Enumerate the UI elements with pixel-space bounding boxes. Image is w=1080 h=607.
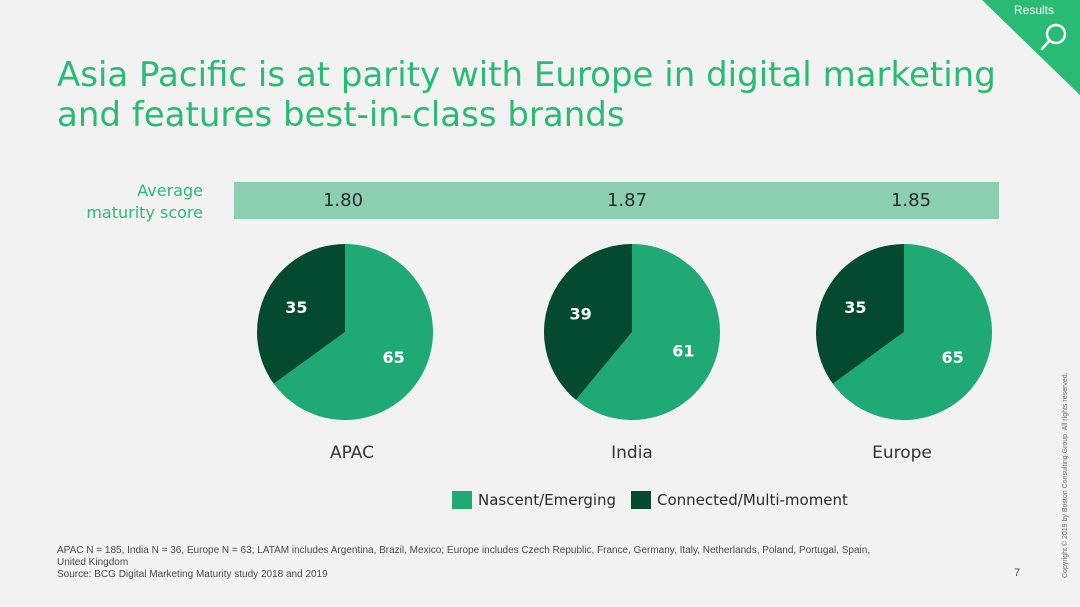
page-title: Asia Pacific is at parity with Europe in… bbox=[57, 55, 1037, 135]
footnote-line-2: United Kingdom bbox=[57, 557, 129, 568]
page-title-line-2: and features best-in-class brands bbox=[57, 95, 625, 135]
pie-value-india-connected: 39 bbox=[570, 305, 592, 324]
score-india: 1.87 bbox=[606, 190, 648, 211]
footnote-line-1: APAC N = 185, India N = 36, Europe N = 6… bbox=[57, 545, 871, 556]
section-tab-label: Results bbox=[1013, 3, 1054, 17]
legend-item-nascent: Nascent/Emerging bbox=[452, 489, 616, 511]
maturity-score-label-line-2: maturity score bbox=[86, 203, 203, 222]
copyright-notice: Copyright © 2019 by Boston Consulting Gr… bbox=[1062, 372, 1069, 578]
pie-slice-apac-nascent bbox=[273, 244, 433, 420]
legend-label-nascent: Nascent/Emerging bbox=[478, 491, 617, 509]
pie-slice-india-nascent bbox=[575, 244, 720, 420]
maturity-score-band bbox=[234, 182, 999, 219]
pie-value-apac-nascent: 65 bbox=[382, 348, 404, 367]
page-title-line-1: Asia Pacific is at parity with Europe in… bbox=[57, 55, 996, 95]
pie-value-europe-connected: 35 bbox=[844, 298, 866, 317]
pie-value-india-nascent: 61 bbox=[672, 341, 694, 360]
source-note: Source: BCG Digital Marketing Maturity s… bbox=[57, 569, 328, 580]
page-number: 7 bbox=[1014, 567, 1021, 579]
pie-slice-india-connected bbox=[543, 244, 632, 400]
score-europe: 1.85 bbox=[890, 190, 932, 211]
maturity-score-label: Average maturity score bbox=[33, 180, 203, 224]
score-apac: 1.80 bbox=[322, 190, 364, 211]
legend-item-connected: Connected/Multi-moment bbox=[631, 489, 848, 511]
pie-value-europe-nascent: 65 bbox=[941, 348, 963, 367]
maturity-score-label-line-1: Average bbox=[137, 181, 203, 200]
legend-swatch-connected bbox=[631, 491, 651, 509]
pie-value-apac-connected: 35 bbox=[285, 298, 307, 317]
region-label-apac: APAC bbox=[330, 443, 374, 463]
pie-slice-europe-connected bbox=[816, 244, 904, 384]
pie-slice-apac-connected bbox=[257, 244, 345, 384]
pie-slice-europe-nascent bbox=[832, 244, 993, 420]
legend-label-connected: Connected/Multi-moment bbox=[657, 491, 848, 509]
region-label-india: India bbox=[611, 443, 653, 463]
region-label-europe: Europe bbox=[872, 443, 932, 463]
footnote: APAC N = 185, India N = 36, Europe N = 6… bbox=[57, 545, 997, 581]
legend-swatch-nascent bbox=[452, 491, 472, 509]
